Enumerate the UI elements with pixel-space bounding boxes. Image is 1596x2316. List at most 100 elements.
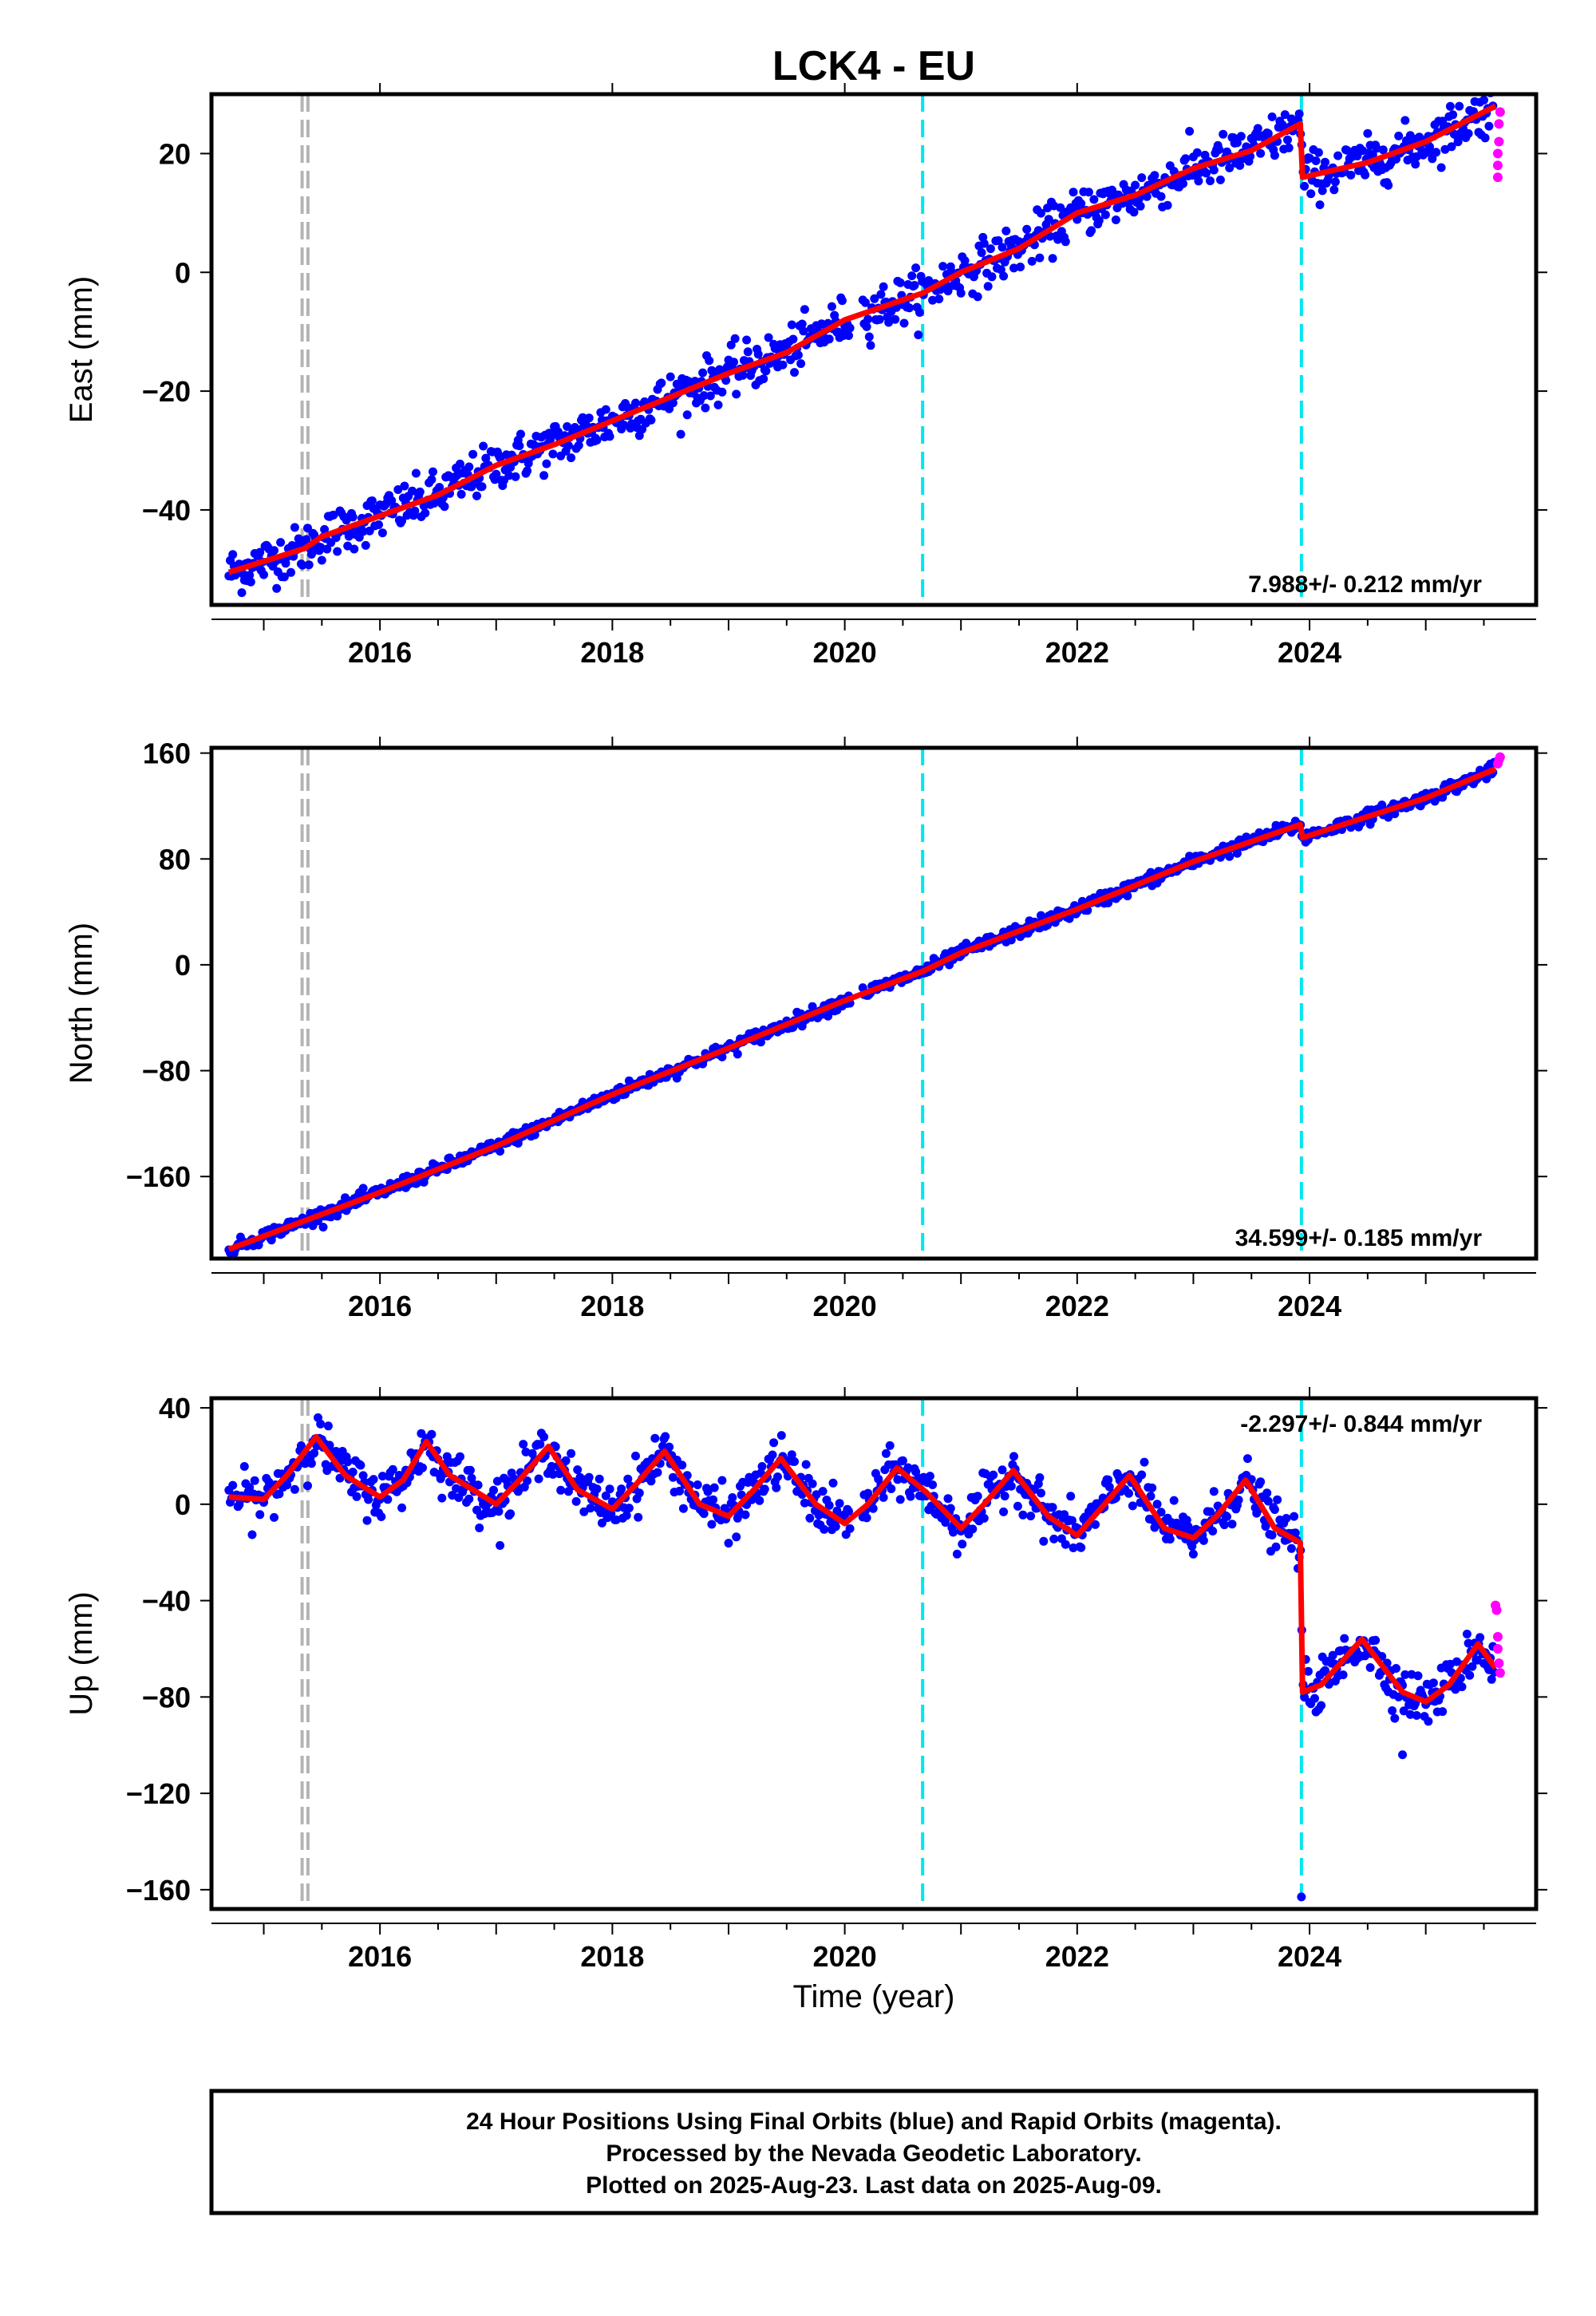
up-final-orbit-point [473, 1480, 483, 1490]
up-y-tick-label: 40 [159, 1392, 191, 1425]
east-final-orbit-point [348, 512, 358, 522]
up-final-orbit-point [394, 1471, 404, 1480]
up-final-orbit-point [1104, 1482, 1114, 1492]
east-final-orbit-point [1436, 163, 1446, 172]
up-final-orbit-point [397, 1503, 407, 1512]
up-final-orbit-point [1457, 1682, 1467, 1692]
east-final-orbit-point [279, 572, 289, 582]
up-final-orbit-point [903, 1463, 913, 1472]
east-rapid-orbit-point [1495, 107, 1505, 117]
north-y-tick-label: 0 [175, 949, 191, 982]
east-x-tick-label: 2016 [348, 636, 412, 669]
east-x-tick-label: 2024 [1278, 636, 1341, 669]
east-final-orbit-point [1363, 128, 1373, 138]
up-final-orbit-point [1049, 1534, 1059, 1543]
east-final-orbit-point [456, 489, 466, 499]
east-final-orbit-point [377, 528, 387, 538]
up-final-orbit-point [952, 1549, 962, 1559]
east-final-orbit-point [350, 544, 359, 554]
east-final-orbit-point [1022, 224, 1032, 234]
north-final-orbit-point [717, 1052, 727, 1061]
east-final-orbit-point [1384, 180, 1393, 190]
up-final-orbit-point [1026, 1512, 1036, 1521]
east-final-orbit-point [548, 449, 558, 459]
caption-line-2: Processed by the Nevada Geodetic Laborat… [606, 2140, 1141, 2167]
up-final-orbit-point [586, 1504, 595, 1513]
north-rapid-orbit-point [1495, 752, 1505, 762]
east-final-orbit-point [237, 588, 247, 598]
east-final-orbit-point [1192, 148, 1202, 157]
up-final-orbit-point [1270, 1505, 1279, 1514]
east-x-tick-label: 2022 [1045, 636, 1109, 669]
east-final-orbit-point [1330, 177, 1340, 187]
east-final-orbit-point [410, 506, 420, 516]
north-final-orbit-point [1225, 852, 1235, 861]
east-y-tick-label: 0 [175, 256, 191, 289]
east-final-orbit-point [668, 398, 678, 408]
east-final-orbit-point [986, 244, 995, 254]
up-final-orbit-point [946, 1504, 955, 1513]
east-final-orbit-point [911, 263, 921, 273]
up-final-orbit-point [1271, 1542, 1281, 1551]
up-final-orbit-point [535, 1440, 545, 1449]
up-rapid-orbit-point [1495, 1668, 1505, 1678]
up-final-orbit-point [1199, 1535, 1208, 1545]
east-final-orbit-point [800, 305, 809, 314]
up-final-orbit-point [631, 1451, 640, 1460]
north-final-orbit-point [496, 1147, 505, 1156]
up-final-orbit-point [310, 1448, 319, 1458]
east-y-tick-label: 20 [159, 137, 191, 170]
up-final-orbit-point [1013, 1501, 1022, 1511]
east-final-orbit-point [837, 296, 847, 306]
east-y-tick-label: −20 [142, 375, 191, 408]
east-final-orbit-point [956, 288, 966, 298]
east-final-orbit-point [907, 271, 917, 281]
east-final-orbit-point [259, 570, 268, 579]
up-final-orbit-point [733, 1513, 742, 1523]
east-final-orbit-point [228, 550, 238, 559]
up-final-orbit-point [760, 1484, 769, 1494]
east-final-orbit-point [1284, 143, 1294, 152]
x-axis-label: Time (year) [793, 1979, 955, 2014]
up-final-orbit-point [999, 1507, 1009, 1516]
up-final-orbit-point [534, 1474, 543, 1484]
east-final-orbit-point [1394, 131, 1404, 140]
up-final-orbit-point [895, 1495, 905, 1504]
east-final-orbit-point [1215, 145, 1224, 154]
east-final-orbit-point [1445, 101, 1455, 111]
up-final-orbit-point [1465, 1670, 1475, 1680]
east-final-orbit-point [1432, 148, 1441, 157]
up-final-orbit-point [928, 1480, 938, 1489]
east-final-orbit-point [864, 332, 874, 342]
up-y-tick-label: −40 [142, 1585, 191, 1618]
up-final-orbit-point [958, 1539, 967, 1549]
east-final-orbit-point [272, 583, 282, 593]
east-final-orbit-point [516, 429, 525, 439]
east-final-orbit-point [875, 314, 884, 324]
up-final-orbit-point [323, 1421, 333, 1431]
east-final-orbit-point [374, 520, 383, 529]
up-final-orbit-point [801, 1460, 811, 1469]
up-y-tick-label: −160 [126, 1874, 191, 1907]
east-final-orbit-point [1315, 200, 1325, 210]
up-final-orbit-point [1464, 1638, 1473, 1648]
east-final-orbit-point [563, 422, 572, 431]
east-final-orbit-point [1270, 151, 1279, 160]
chart-title: LCK4 - EU [772, 43, 975, 89]
up-final-orbit-point [941, 1518, 950, 1528]
east-final-orbit-point [1016, 263, 1025, 271]
up-final-orbit-point [808, 1479, 817, 1488]
east-final-orbit-point [1235, 160, 1245, 170]
up-final-orbit-point [1137, 1470, 1147, 1480]
up-final-orbit-point [1091, 1520, 1100, 1529]
east-final-orbit-point [397, 516, 407, 526]
up-final-orbit-point [668, 1472, 678, 1482]
up-final-orbit-point [887, 1484, 896, 1493]
east-final-orbit-point [979, 239, 989, 248]
east-final-orbit-point [276, 538, 286, 547]
up-final-orbit-point [724, 1539, 733, 1548]
north-final-orbit-point [733, 1049, 742, 1059]
up-final-orbit-point [755, 1496, 764, 1505]
east-final-orbit-point [1453, 137, 1463, 147]
